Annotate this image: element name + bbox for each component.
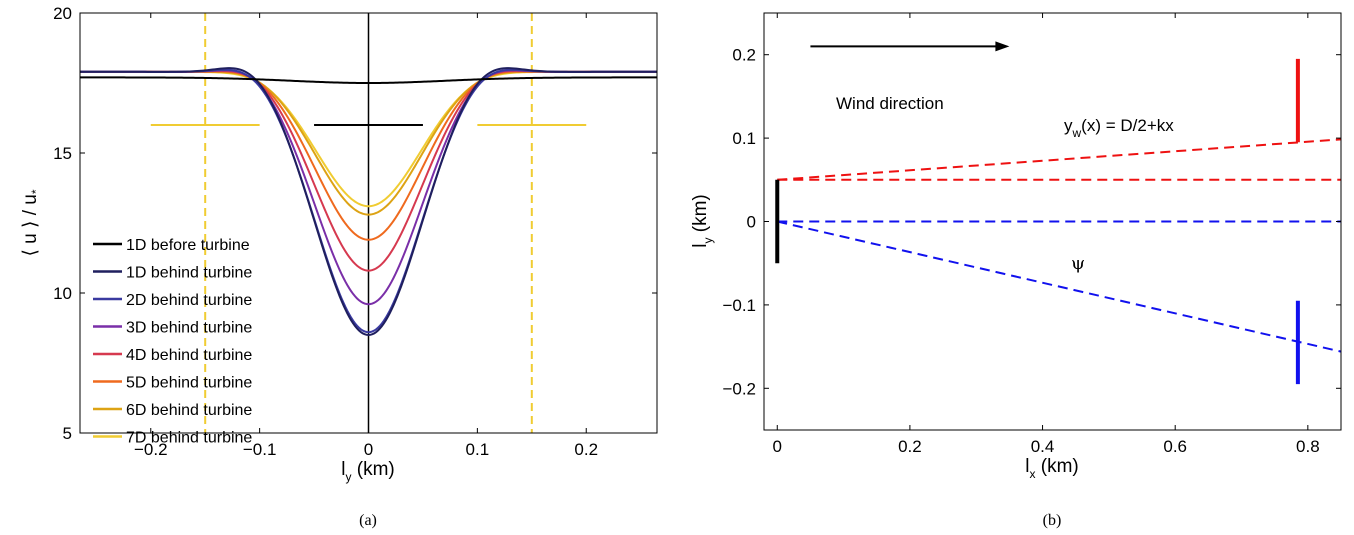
x-tick-label: 0.4: [1031, 437, 1055, 456]
legend-label-1: 1D behind turbine: [126, 265, 252, 282]
panel-b: 0 0.2 0.4 0.6 0.8 −0.2 −0.1 0 0.1 0.2 lx (km) ly …: [690, 12, 1342, 529]
legend-label-4: 4D behind turbine: [126, 347, 252, 364]
panel-b-xlabel: lx (km): [1025, 456, 1079, 481]
x-tick-label: 0.6: [1163, 437, 1187, 456]
x-tick-label: 0.1: [466, 440, 490, 459]
panel-b-caption: (b): [1043, 512, 1062, 529]
legend-label-6: 6D behind turbine: [126, 402, 252, 419]
panel-b-ylabel: ly (km): [690, 194, 715, 248]
y-tick-label: 0.1: [732, 129, 756, 148]
x-tick-label: −0.1: [243, 440, 277, 459]
x-tick-label: 0: [364, 440, 373, 459]
legend-label-3: 3D behind turbine: [126, 320, 252, 337]
series-line-1: [80, 67, 657, 337]
y-tick-label: 20: [53, 4, 72, 23]
y-tick-label: −0.1: [722, 296, 756, 315]
panel-a-legend: 1D before turbine 1D behind turbine 2D beh…: [93, 237, 252, 447]
series-line-0: [80, 76, 657, 84]
legend-label-7: 7D behind turbine: [126, 430, 252, 447]
legend-label-2: 2D behind turbine: [126, 292, 252, 309]
x-tick-label: 0.2: [898, 437, 922, 456]
x-tick-label: −0.2: [134, 440, 168, 459]
y-tick-label: 15: [53, 144, 72, 163]
red-wake-expansion-line: [777, 138, 1342, 181]
wind-direction-label: Wind direction: [836, 94, 944, 113]
y-tick-label: 0: [747, 213, 756, 232]
legend-label-5: 5D behind turbine: [126, 375, 252, 392]
panel-b-plot-area: [775, 41, 1342, 385]
panel-a: −0.2 −0.1 0 0.1 0.2 5 10 15 20 ly (km) ⟨ u ⟩ / u…: [20, 4, 658, 529]
y-tick-label: −0.2: [722, 379, 756, 398]
y-tick-label: 10: [53, 284, 72, 303]
y-tick-label: 5: [63, 424, 72, 443]
panel-a-xlabel: ly (km): [341, 459, 395, 484]
wake-formula-label: yw(x) = D/2+kx: [1064, 116, 1174, 140]
wind-arrow-head: [995, 41, 1010, 52]
x-tick-label: 0: [773, 437, 782, 456]
panel-a-plot-area: [80, 13, 657, 433]
blue-diagonal-line: [777, 220, 1342, 353]
y-tick-label: 0.2: [732, 46, 756, 65]
legend-label-0: 1D before turbine: [126, 237, 250, 254]
panel-a-ylabel: ⟨ u ⟩ / u*: [20, 189, 43, 256]
x-tick-label: 0.8: [1296, 437, 1320, 456]
panel-b-ticks: 0 0.2 0.4 0.6 0.8 −0.2 −0.1 0 0.1 0.2: [722, 13, 1341, 456]
x-tick-label: 0.2: [574, 440, 598, 459]
psi-label: ψ: [1071, 253, 1085, 274]
panel-a-ticks: −0.2 −0.1 0 0.1 0.2 5 10 15 20: [53, 4, 657, 459]
panel-a-caption: (a): [359, 512, 377, 529]
